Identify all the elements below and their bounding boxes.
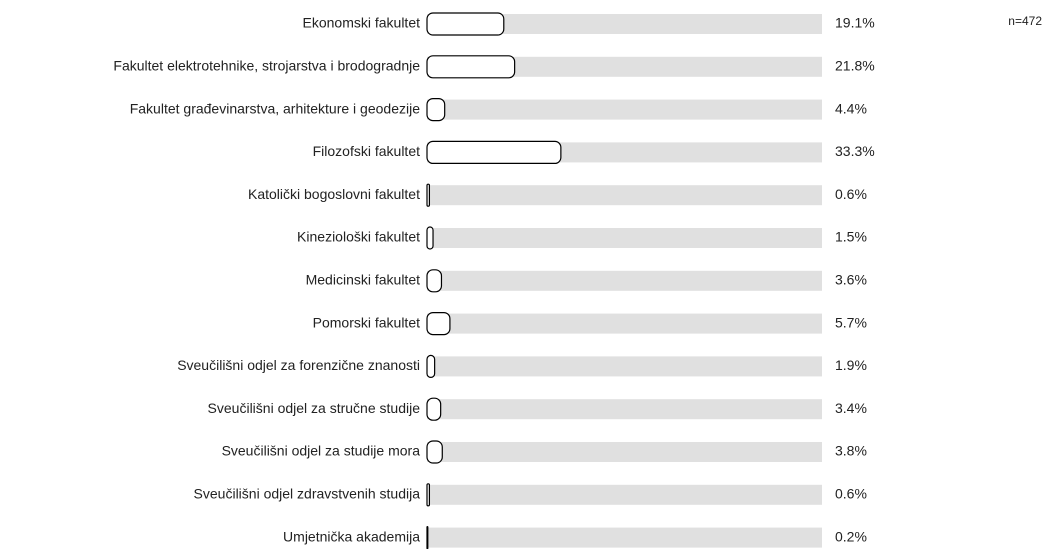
value-label: 3.4% [835, 400, 867, 416]
bar [426, 12, 505, 36]
bar-track [427, 99, 822, 120]
value-label: 19.1% [835, 15, 875, 31]
value-label: 1.5% [835, 229, 867, 245]
category-label: Umjetnička akademija [283, 528, 420, 544]
value-label: 0.2% [835, 528, 867, 544]
bar-track [427, 356, 822, 377]
bar-track [427, 185, 822, 206]
bar [426, 183, 431, 207]
value-label: 0.6% [835, 486, 867, 502]
value-label: 33.3% [835, 143, 875, 159]
bar-track [427, 270, 822, 291]
category-label: Filozofski fakultet [313, 143, 420, 159]
category-label: Kineziološki fakultet [297, 229, 420, 245]
category-label: Sveučilišni odjel za studije mora [222, 443, 421, 459]
bar [426, 440, 443, 464]
value-label: 5.7% [835, 314, 867, 330]
category-label: Sveučilišni odjel zdravstvenih studija [194, 486, 421, 502]
value-label: 0.6% [835, 186, 867, 202]
bar [426, 97, 446, 122]
value-label: 1.9% [835, 357, 867, 373]
bar [426, 483, 431, 507]
bar-track [427, 442, 822, 462]
bar-track [427, 228, 822, 248]
category-label: Pomorski fakultet [313, 314, 420, 330]
category-label: Fakultet građevinarstva, arhitekture i g… [130, 100, 420, 116]
bar-track [427, 484, 822, 505]
value-label: 3.6% [835, 272, 867, 288]
category-label: Ekonomski fakultet [303, 15, 421, 31]
bar-track [427, 399, 822, 420]
bar [426, 354, 436, 378]
value-label: 3.8% [835, 443, 867, 459]
bar [426, 526, 429, 549]
value-label: 4.4% [835, 100, 867, 116]
bar-track [427, 313, 822, 334]
bar [426, 226, 434, 250]
bar-track [427, 14, 822, 34]
category-label: Katolički bogoslovni fakultet [248, 186, 420, 202]
bar-track [427, 56, 822, 77]
category-label: Medicinski fakultet [306, 272, 420, 288]
sample-size: n=472 [1008, 14, 1042, 28]
bar [426, 55, 516, 79]
bar-track [427, 527, 822, 548]
bar [426, 312, 451, 336]
category-label: Fakultet elektrotehnike, strojarstva i b… [113, 58, 420, 74]
category-label: Sveučilišni odjel za stručne studije [208, 400, 421, 416]
category-label: Sveučilišni odjel za forenzične znanosti [177, 357, 420, 373]
bar [426, 269, 443, 293]
bar [426, 140, 562, 164]
value-label: 21.8% [835, 58, 875, 74]
bar [426, 397, 442, 421]
